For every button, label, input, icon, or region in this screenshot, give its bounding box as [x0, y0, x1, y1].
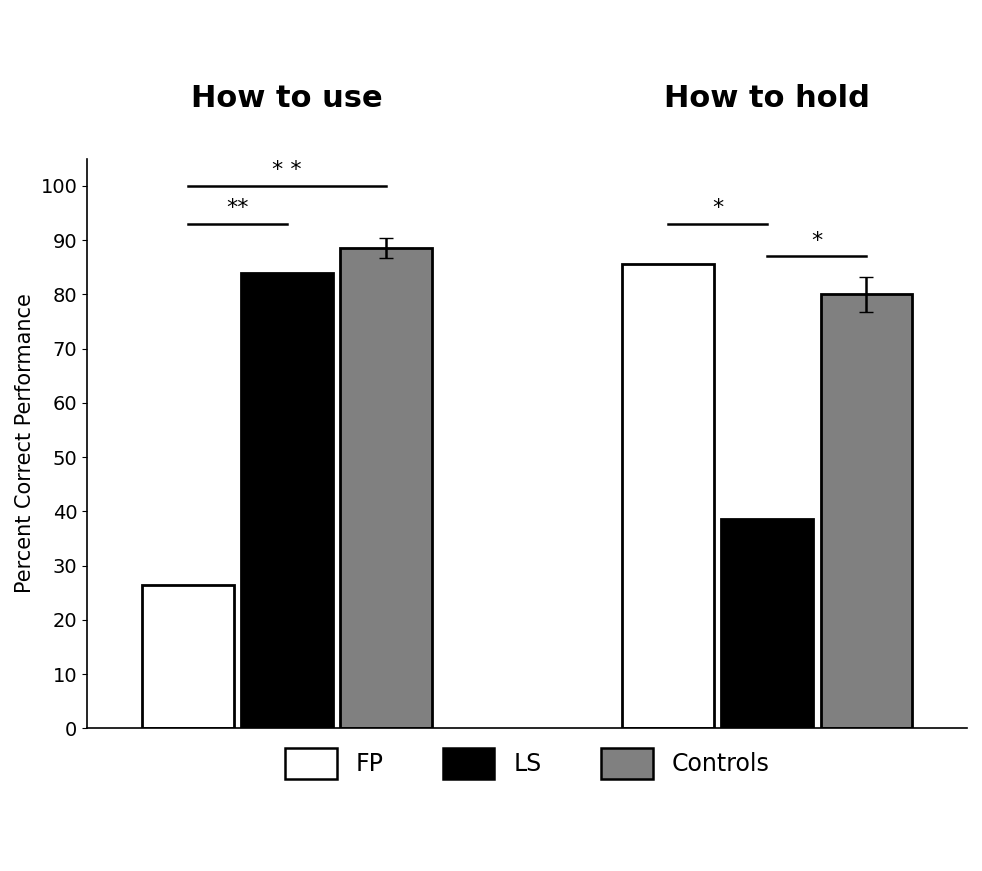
Text: How to use: How to use: [191, 84, 383, 113]
Text: How to hold: How to hold: [664, 84, 870, 113]
Bar: [722, 519, 813, 728]
Bar: [623, 265, 714, 728]
Legend: FP, LS, Controls: FP, LS, Controls: [273, 737, 781, 791]
Bar: [821, 294, 912, 728]
Text: **: **: [226, 199, 248, 219]
Bar: [341, 248, 432, 728]
Text: * *: * *: [272, 160, 301, 180]
Text: *: *: [712, 199, 724, 219]
Text: *: *: [811, 231, 823, 251]
Y-axis label: Percent Correct Performance: Percent Correct Performance: [15, 294, 35, 593]
Bar: [242, 273, 333, 728]
Bar: [142, 584, 234, 728]
